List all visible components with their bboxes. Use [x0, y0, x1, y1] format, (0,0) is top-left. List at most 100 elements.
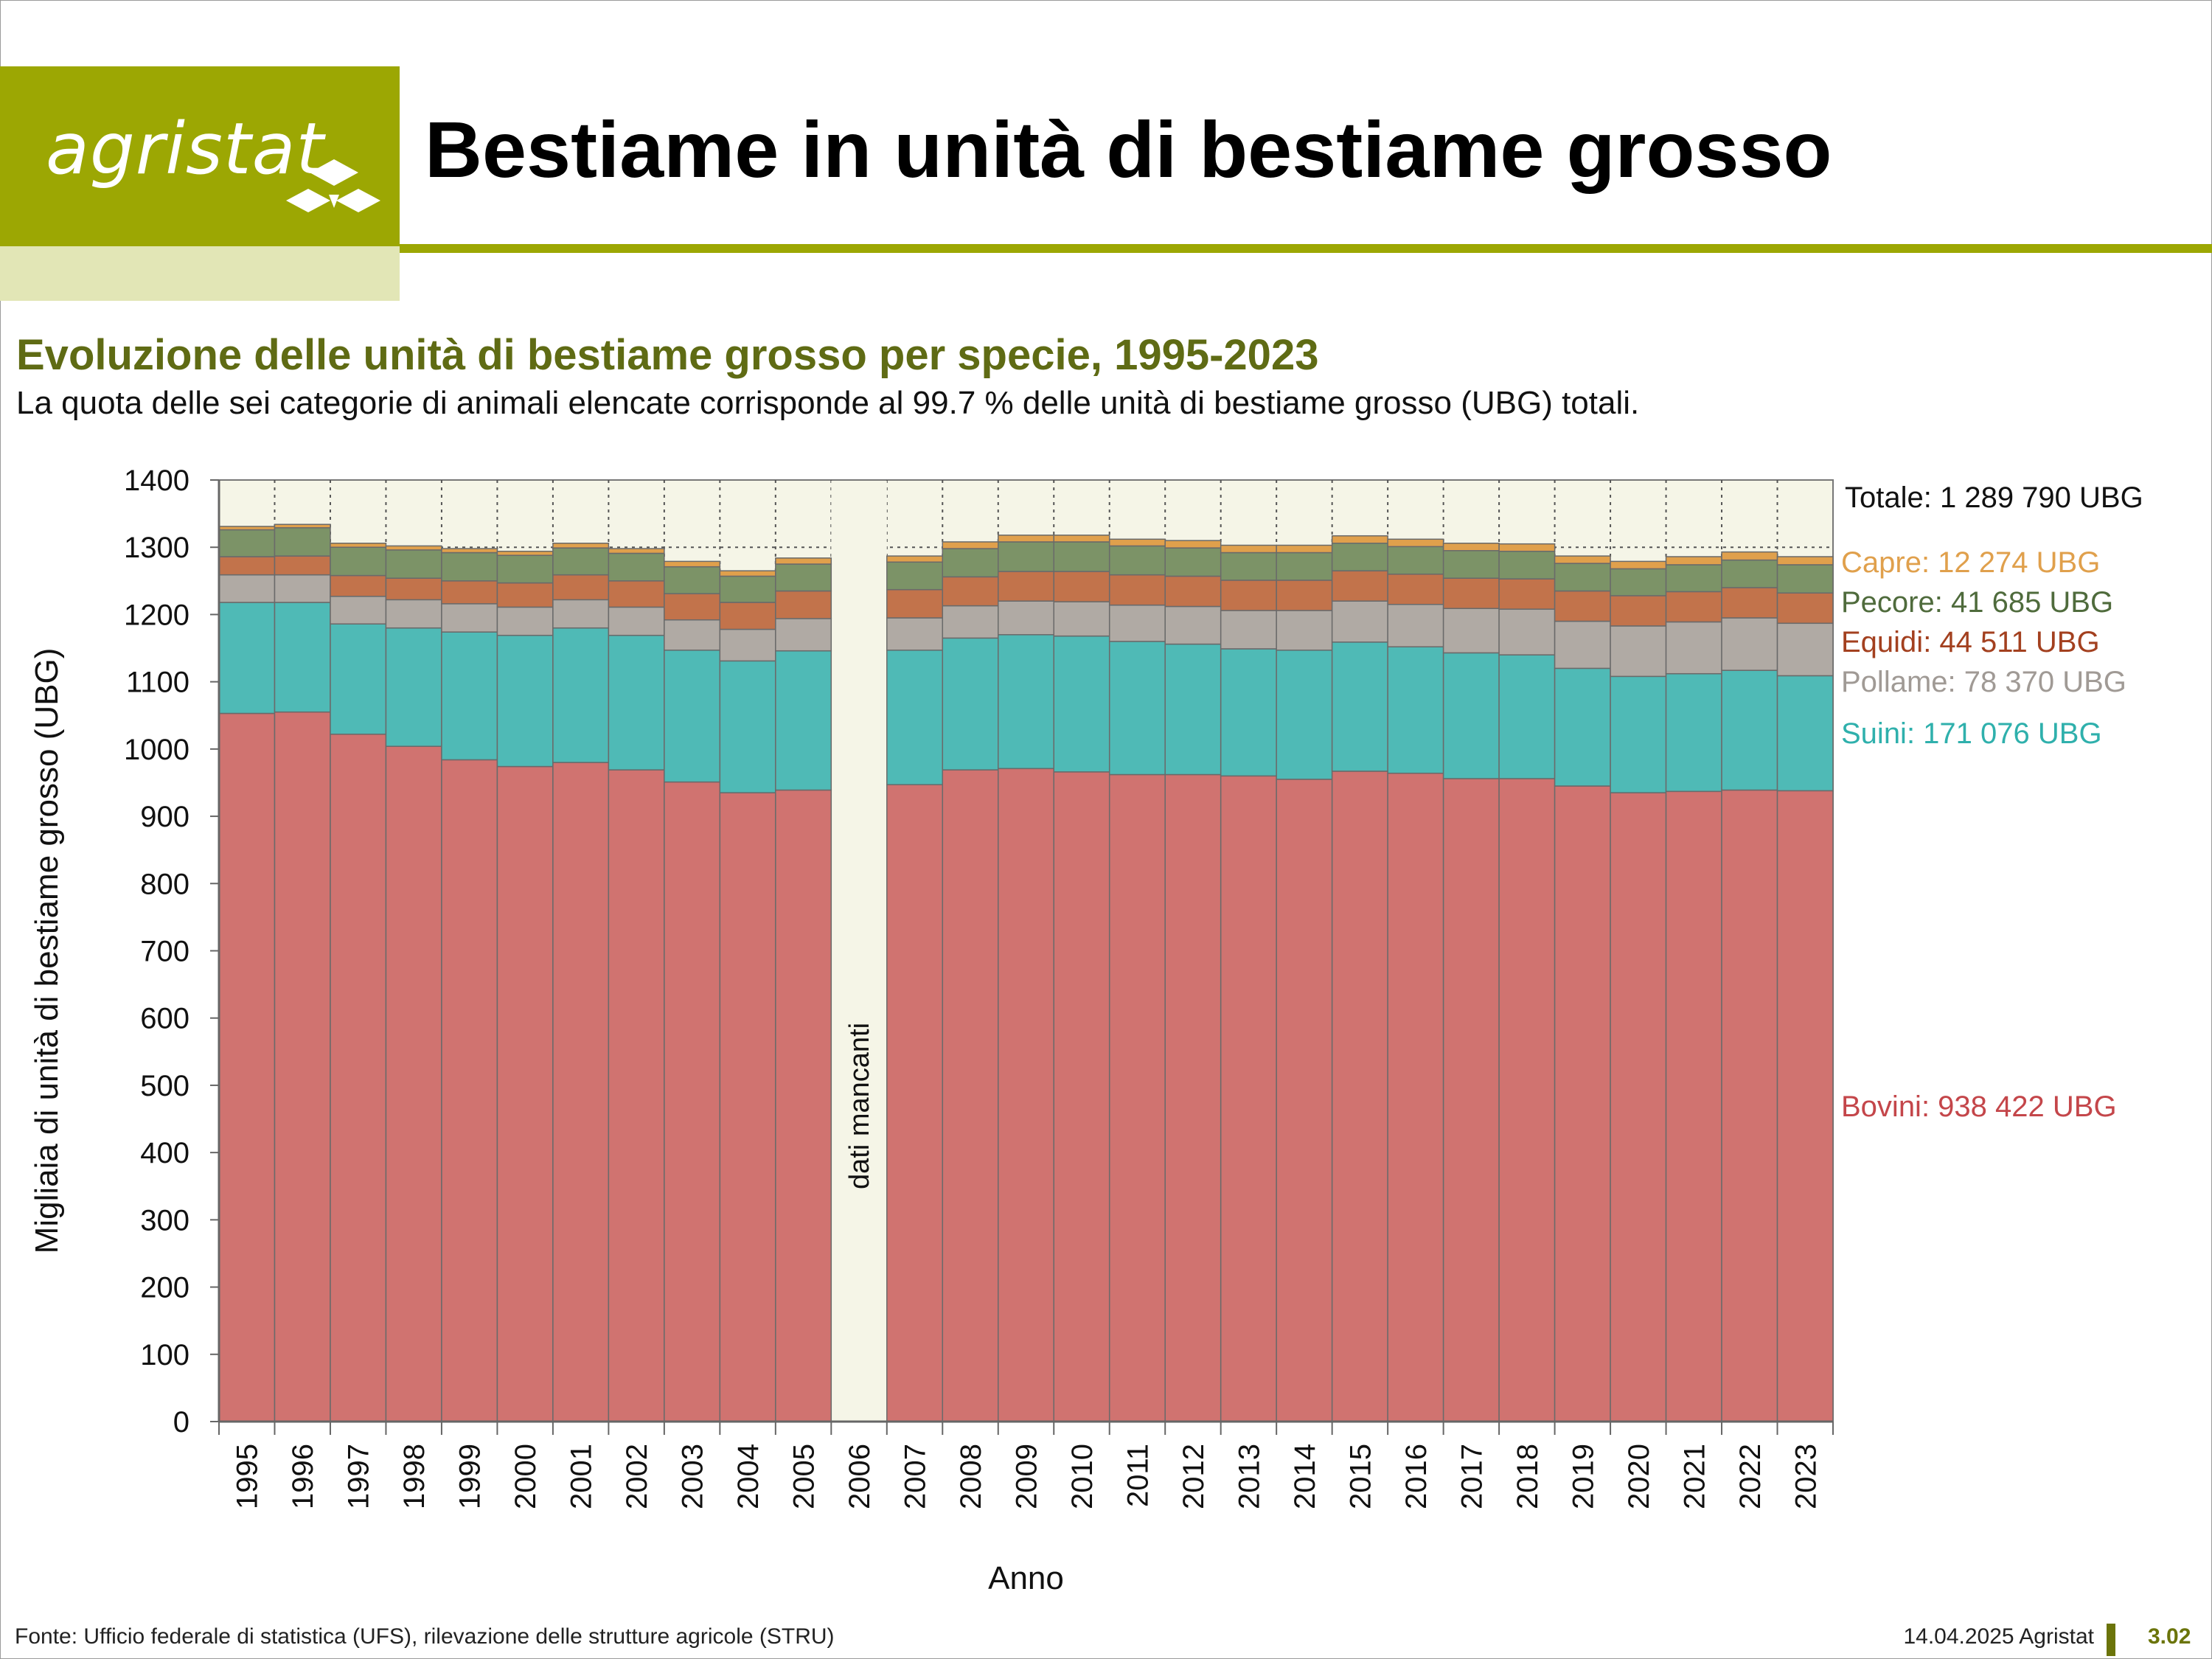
bar-capre-2016	[1387, 538, 1444, 548]
bar-pecore-2009	[998, 541, 1054, 572]
chart-note: La quota delle sei categorie di animali …	[16, 385, 1640, 421]
footer-date: 14.04.2025 Agristat	[1903, 1624, 2094, 1649]
x-tick-label: 2017	[1455, 1444, 1488, 1509]
bar-pecore-2021	[1665, 564, 1722, 593]
bar-capre-2011	[1108, 538, 1166, 547]
bar-suini-1997	[330, 623, 387, 735]
bar-bovini-2000	[496, 765, 554, 1422]
bar-capre-2003	[664, 560, 721, 568]
bar-bovini-2005	[775, 789, 832, 1422]
bar-suini-2019	[1554, 667, 1611, 787]
bar-equidi-2003	[664, 593, 721, 621]
bar-pecore-1997	[330, 546, 387, 577]
bar-pollame-1995	[218, 574, 276, 603]
footer-source: Fonte: Ufficio federale di statistica (U…	[15, 1624, 835, 1649]
bar-capre-1997	[330, 542, 387, 548]
x-tick-label: 2004	[732, 1444, 765, 1509]
bar-capre-2004	[719, 570, 776, 577]
bar-equidi-2008	[942, 576, 999, 607]
bar-suini-2011	[1108, 641, 1166, 776]
bar-pecore-2000	[496, 554, 554, 584]
bar-pecore-1999	[441, 552, 498, 582]
bar-pecore-2016	[1387, 546, 1444, 575]
agristat-logo	[0, 66, 400, 246]
bar-suini-2021	[1665, 672, 1722, 793]
x-tick-label: 2007	[900, 1444, 932, 1509]
x-tick-label: 2010	[1066, 1444, 1099, 1509]
bar-capre-2002	[608, 548, 665, 554]
x-tick-label: 2012	[1178, 1444, 1210, 1509]
x-tick-label: 2014	[1289, 1444, 1321, 1509]
bar-bovini-2003	[664, 781, 721, 1422]
bar-pollame-2000	[496, 606, 554, 636]
bar-equidi-1997	[330, 574, 387, 597]
bar-pollame-2019	[1554, 620, 1611, 669]
bar-capre-2022	[1721, 551, 1778, 561]
bar-suini-2004	[719, 660, 776, 793]
bar-capre-2010	[1053, 535, 1110, 543]
series-labels: Capre: 12 274 UBG Pecore: 41 685 UBG Equid…	[1841, 546, 2126, 1123]
bar-equidi-2013	[1220, 580, 1277, 611]
bar-pecore-2008	[942, 548, 999, 578]
bar-pecore-2012	[1164, 547, 1222, 577]
bar-bovini-2007	[886, 784, 944, 1422]
gap-annotation: dati mancanti	[844, 1023, 875, 1189]
x-tick-label: 2020	[1623, 1444, 1655, 1509]
bar-capre-1996	[274, 524, 331, 529]
y-tick-label: 0	[173, 1406, 189, 1439]
x-tick-label: 2019	[1567, 1444, 1599, 1509]
x-tick-label: 1997	[343, 1444, 375, 1509]
bar-pecore-2001	[552, 547, 610, 576]
bar-capre-2008	[942, 541, 999, 549]
x-tick-label: 2018	[1512, 1444, 1544, 1509]
bar-bovini-1997	[330, 734, 387, 1422]
bar-suini-2014	[1276, 650, 1333, 780]
x-tick-label: 1995	[232, 1444, 264, 1509]
title-underline	[400, 244, 2212, 253]
series-label-capre: Capre: 12 274 UBG	[1841, 546, 2100, 579]
bar-equidi-2022	[1721, 587, 1778, 619]
bar-pecore-1998	[385, 549, 442, 579]
bar-bovini-2022	[1721, 789, 1778, 1422]
series-label-pollame: Pollame: 78 370 UBG	[1841, 666, 2126, 698]
bar-pecore-1996	[274, 527, 331, 557]
bar-equidi-2001	[552, 574, 610, 601]
x-tick-labels: 1995 1996 1997 1998 1999 2000 2001 2002 2003 2004…	[232, 1444, 1823, 1509]
bar-equidi-2018	[1498, 578, 1556, 610]
bar-suini-2015	[1331, 641, 1388, 772]
bar-pollame-2021	[1665, 621, 1722, 675]
total-label: Totale: 1 289 790 UBG	[1845, 481, 2143, 514]
bar-capre-2000	[496, 550, 554, 556]
bar-equidi-2002	[608, 580, 665, 608]
bar-pollame-2001	[552, 599, 610, 629]
bar-bovini-2004	[719, 792, 776, 1422]
bar-capre-2001	[552, 542, 610, 549]
bars	[218, 524, 1834, 1422]
bar-capre-1999	[441, 548, 498, 554]
y-tick-label: 100	[140, 1339, 189, 1371]
x-tick-label: 1999	[454, 1444, 487, 1509]
logo-accent-band	[0, 246, 400, 301]
bar-pollame-2012	[1164, 605, 1222, 645]
bar-equidi-2012	[1164, 575, 1222, 608]
bar-capre-2005	[775, 557, 832, 565]
bar-suini-2009	[998, 634, 1054, 770]
bar-pecore-2004	[719, 575, 776, 603]
bar-capre-2018	[1498, 543, 1556, 552]
bar-pollame-1996	[274, 574, 331, 603]
bar-suini-2016	[1387, 646, 1444, 774]
bar-pollame-2022	[1721, 617, 1778, 671]
bar-pollame-2023	[1776, 622, 1834, 677]
bar-pecore-2017	[1442, 550, 1500, 579]
bar-pecore-2018	[1498, 550, 1556, 580]
bar-pollame-1998	[385, 599, 442, 629]
x-tick-label: 2001	[566, 1444, 598, 1509]
y-tick-label: 1000	[124, 734, 189, 766]
x-tick-label: 2008	[955, 1444, 987, 1509]
bar-bovini-2021	[1665, 790, 1722, 1422]
y-tick-label: 1200	[124, 599, 189, 631]
bar-bovini-1995	[218, 712, 276, 1422]
y-tick-label: 200	[140, 1272, 189, 1304]
bar-bovini-2010	[1053, 771, 1110, 1422]
bar-capre-2007	[886, 555, 944, 563]
